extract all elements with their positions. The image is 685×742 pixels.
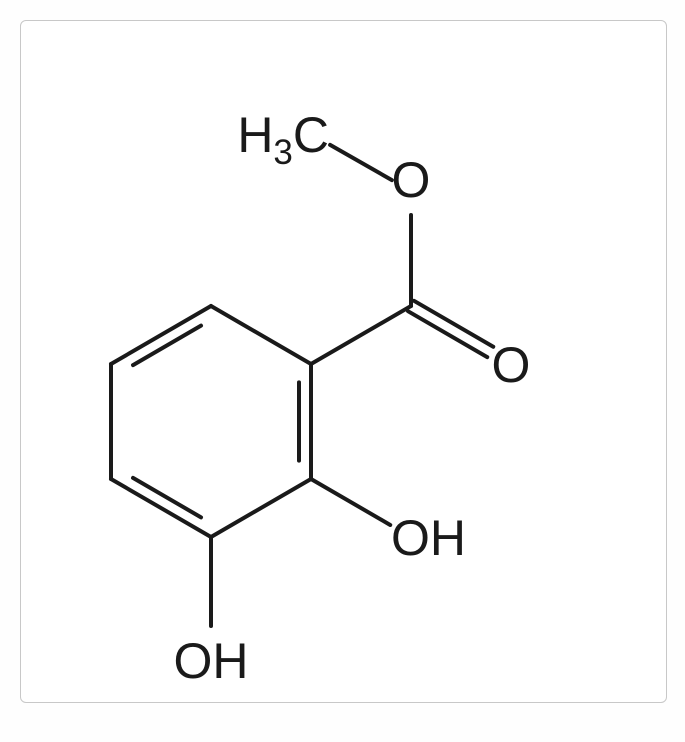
bond [211, 479, 311, 537]
atom-label: O [392, 152, 431, 208]
bond [111, 306, 211, 364]
atom-label: OH [391, 510, 466, 566]
molecule-diagram: H3C O O OH OH [21, 21, 685, 742]
image-frame: H3C O O OH OH [20, 20, 667, 703]
bond [111, 479, 211, 537]
atom-label: H3C [237, 107, 329, 172]
bond [330, 145, 392, 180]
bond [311, 306, 411, 364]
bond [311, 479, 390, 525]
atom-label: O [492, 337, 531, 393]
atom-label: OH [174, 633, 249, 689]
bond [211, 306, 311, 364]
